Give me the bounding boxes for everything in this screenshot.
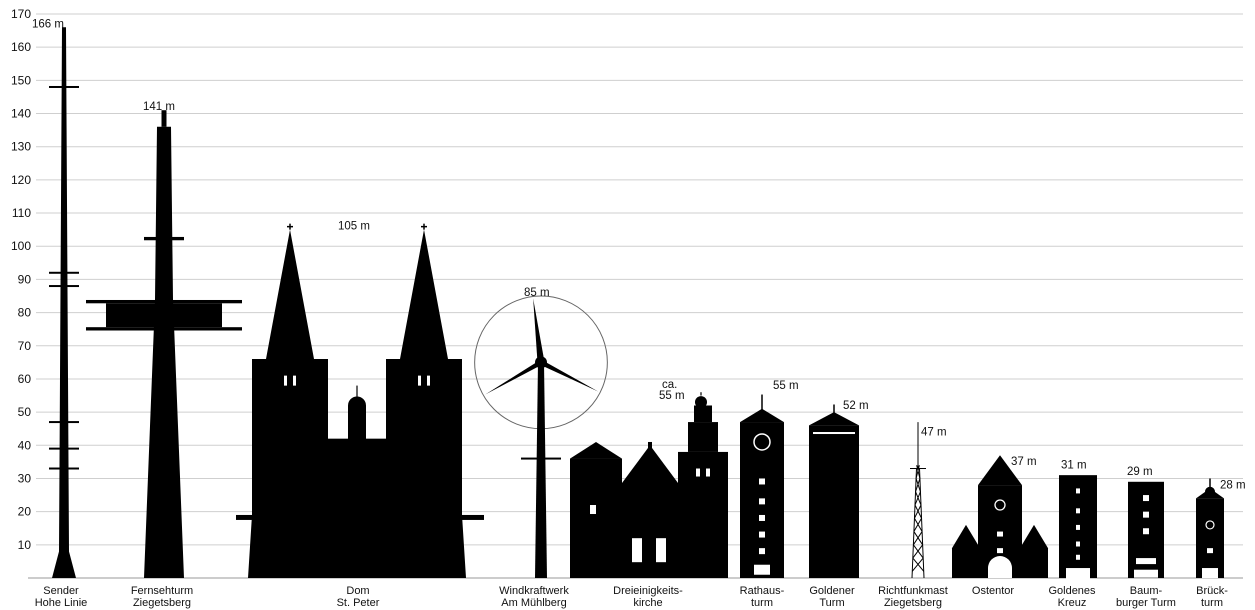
y-tick-label: 140 (11, 107, 31, 121)
gridlines (28, 13, 1243, 579)
building-name-label: Am Mühlberg (501, 597, 566, 609)
lattice-mast-silhouette-richtfunk (910, 422, 926, 579)
y-tick-label: 10 (18, 538, 32, 552)
y-axis: 10 20 30 40 50 60 70 80 90 100 110 120 130 140 150 160 1… (11, 7, 31, 552)
building-name-label: Windkraftwerk (499, 585, 569, 597)
bridge-tower-silhouette-brueckturm (1196, 478, 1224, 579)
building-name-label: Rathaus- (740, 585, 785, 597)
y-tick-label: 20 (18, 505, 32, 519)
tv-tower-silhouette-fernsehturm (86, 110, 242, 579)
tower-silhouette-baumburger (1128, 481, 1164, 578)
building-name-label: Kreuz (1058, 597, 1087, 609)
radio-mast-silhouette-sender (49, 27, 79, 579)
building-name-label: Fernsehturm (131, 585, 193, 597)
building-name-label: Ziegetsberg (884, 597, 942, 609)
height-label: 141 m (143, 101, 175, 113)
building-name-label: Hohe Linie (35, 597, 88, 609)
tower-silhouette-goldener (809, 404, 859, 578)
height-label: 29 m (1127, 466, 1153, 478)
gate-tower-silhouette-ostentor (952, 455, 1048, 578)
building-name-label: kirche (633, 597, 662, 609)
height-label: 55 m (659, 390, 685, 402)
church-silhouette-dreieinigkeit (570, 392, 728, 578)
tower-silhouette-goldeneskreuz (1059, 475, 1097, 581)
height-label: 52 m (843, 400, 869, 412)
building-name-label: St. Peter (337, 597, 380, 609)
height-label-prefix: ca. (662, 379, 677, 391)
height-label: 31 m (1061, 460, 1087, 472)
building-name-label: burger Turm (1116, 597, 1176, 609)
height-label: 166 m (32, 18, 64, 30)
y-tick-label: 70 (18, 339, 32, 353)
y-tick-label: 90 (18, 272, 32, 286)
building-name-label: turm (751, 597, 773, 609)
y-tick-label: 130 (11, 140, 31, 154)
height-label: 85 m (524, 287, 550, 299)
building-name-label: Richtfunkmast (878, 585, 948, 597)
building-name-label: turm (1201, 597, 1223, 609)
building-name-label: Brück- (1196, 585, 1228, 597)
y-tick-label: 120 (11, 173, 31, 187)
cathedral-silhouette-dom (236, 223, 484, 578)
lattice-mast-lines (910, 422, 926, 579)
height-label: 28 m (1220, 479, 1246, 491)
y-tick-label: 30 (18, 471, 32, 485)
height-label: 55 m (773, 380, 799, 392)
building-name-label: Goldenes (1048, 585, 1096, 597)
building-name-label: Ostentor (972, 585, 1015, 597)
y-tick-label: 60 (18, 372, 32, 386)
tower-silhouette-rathaus (740, 394, 784, 578)
y-tick-label: 160 (11, 40, 31, 54)
building-silhouettes (49, 27, 1224, 581)
building-name-label: Baum- (1130, 585, 1163, 597)
y-tick-label: 40 (18, 438, 32, 452)
y-tick-label: 80 (18, 306, 32, 320)
y-tick-label: 50 (18, 405, 32, 419)
building-name-label: Goldener (809, 585, 855, 597)
building-name-label: Dom (346, 585, 369, 597)
building-name-label: Turm (819, 597, 844, 609)
height-label: 37 m (1011, 456, 1037, 468)
height-label: 105 m (338, 221, 370, 233)
y-tick-label: 110 (12, 206, 31, 220)
y-tick-label: 150 (11, 73, 31, 87)
height-label: 47 m (921, 426, 947, 438)
building-name-label: Sender (43, 585, 79, 597)
building-name-label: Ziegetsberg (133, 597, 191, 609)
y-tick-label: 100 (11, 239, 31, 253)
wind-turbine-silhouette-windkraft (474, 295, 608, 578)
building-name-label: Dreieinigkeits- (613, 585, 683, 597)
y-tick-label: 170 (11, 7, 31, 21)
